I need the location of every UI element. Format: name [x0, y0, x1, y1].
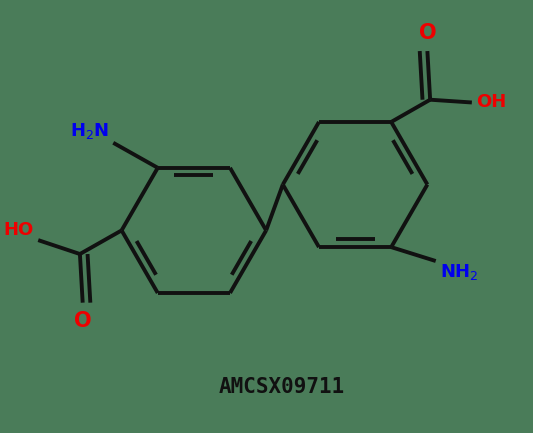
Text: OH: OH [476, 94, 506, 111]
Text: NH$_2$: NH$_2$ [440, 262, 479, 282]
Text: H$_2$N: H$_2$N [70, 121, 109, 142]
Text: HO: HO [4, 221, 34, 239]
Text: AMCSX09711: AMCSX09711 [219, 378, 344, 397]
Text: O: O [74, 311, 92, 331]
Text: O: O [418, 23, 436, 43]
